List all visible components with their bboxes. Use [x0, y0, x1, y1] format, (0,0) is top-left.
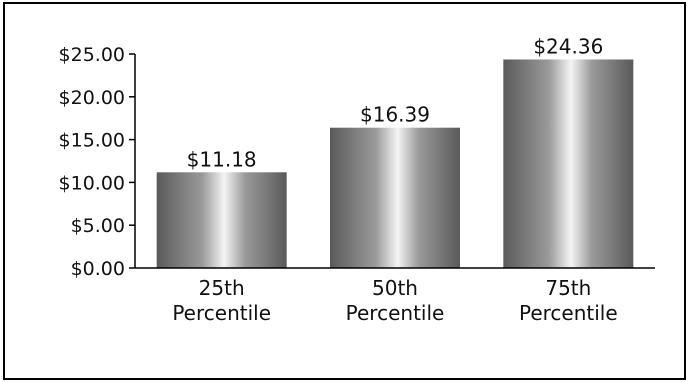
x-category-label: Percentile	[519, 301, 618, 325]
axes	[129, 53, 655, 269]
y-tick-label: $5.00	[71, 215, 125, 237]
x-category-label: 75th	[545, 276, 591, 300]
y-tick-label: $15.00	[59, 130, 125, 152]
x-category-label: 50th	[372, 276, 418, 300]
y-tick-label: $20.00	[59, 87, 125, 109]
bar	[503, 59, 634, 269]
bar	[330, 127, 460, 268]
x-category-label: Percentile	[172, 301, 271, 325]
data-label: $11.18	[187, 147, 257, 171]
x-category-label: Percentile	[346, 301, 445, 325]
labels: $0.00 $5.00 $10.00 $15.00 $20.00 $25.00 $11.18…	[59, 34, 618, 325]
x-category-label: 25th	[199, 276, 245, 300]
y-tick-label: $25.00	[59, 44, 125, 66]
data-label: $16.39	[360, 103, 430, 127]
data-label: $24.36	[533, 34, 603, 58]
y-tick-label: $0.00	[71, 258, 125, 280]
bars	[156, 59, 634, 269]
y-tick-label: $10.00	[59, 172, 125, 194]
bar	[156, 172, 287, 268]
